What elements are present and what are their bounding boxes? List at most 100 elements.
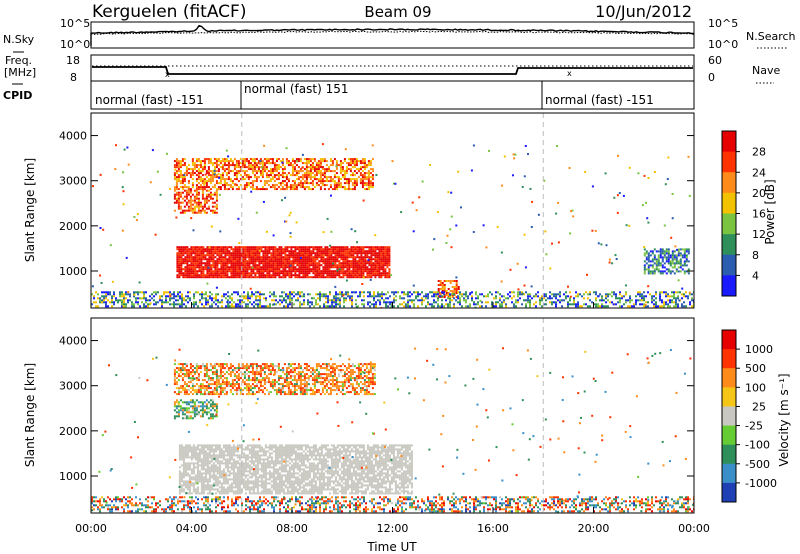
echo-cell	[386, 252, 389, 255]
echo-cell	[455, 286, 458, 288]
clutter-cell	[643, 295, 645, 298]
echo-cell	[334, 246, 337, 249]
echo-cell	[178, 248, 181, 251]
echo-cell	[369, 184, 372, 187]
echo-cell	[204, 446, 207, 449]
clutter-cell	[409, 291, 411, 294]
echo-cell	[238, 248, 241, 251]
echo-cell	[264, 270, 267, 273]
echo-cell	[270, 276, 273, 279]
echo-cell	[306, 246, 309, 249]
echo-cell	[647, 272, 650, 275]
echo-cell	[337, 182, 340, 185]
scatter-cell	[496, 225, 499, 228]
echo-cell	[266, 264, 269, 267]
echo-cell	[194, 262, 197, 265]
clutter-cell	[599, 305, 601, 308]
clutter-cell	[563, 299, 565, 302]
clutter-cell	[343, 301, 345, 304]
echo-cell	[374, 260, 377, 263]
echo-cell	[305, 166, 308, 169]
clutter-cell	[421, 291, 423, 294]
echo-cell	[216, 444, 219, 447]
clutter-cell	[517, 301, 519, 304]
echo-cell	[220, 250, 223, 253]
echo-cell	[272, 254, 275, 257]
echo-cell	[175, 178, 178, 181]
echo-cell	[188, 270, 191, 273]
echo-cell	[222, 274, 225, 277]
clutter-cell	[233, 305, 235, 308]
clutter-cell	[413, 303, 415, 306]
echo-cell	[645, 256, 648, 259]
echo-cell	[382, 274, 385, 277]
colorbar-swatch	[722, 131, 736, 153]
clutter-cell	[399, 295, 401, 298]
echo-cell	[212, 478, 215, 481]
echo-cell	[220, 474, 223, 477]
echo-cell	[350, 246, 353, 249]
echo-cell	[292, 254, 295, 257]
scatter-cell	[228, 305, 231, 308]
echo-cell	[190, 458, 193, 461]
clutter-cell	[449, 303, 451, 306]
echo-cell	[335, 188, 338, 191]
clutter-cell	[635, 301, 637, 304]
echo-cell	[661, 252, 664, 255]
echo-cell	[203, 180, 206, 183]
echo-cell	[191, 186, 194, 189]
scatter-cell	[594, 229, 597, 232]
echo-cell	[651, 264, 654, 267]
echo-cell	[685, 260, 688, 263]
echo-cell	[244, 256, 247, 259]
echo-cell	[188, 274, 191, 277]
echo-cell	[204, 256, 207, 259]
echo-cell	[643, 260, 646, 263]
clutter-cell	[499, 293, 501, 296]
echo-cell	[372, 248, 375, 251]
echo-cell	[202, 274, 205, 277]
echo-cell	[264, 258, 267, 261]
echo-cell	[188, 478, 191, 481]
echo-cell	[288, 252, 291, 255]
scatter-cell	[127, 163, 130, 166]
echo-cell	[318, 270, 321, 273]
echo-cell	[220, 276, 223, 279]
echo-cell	[184, 486, 187, 489]
echo-cell	[369, 162, 372, 165]
echo-cell	[366, 252, 369, 255]
echo-cell	[297, 170, 300, 173]
echo-cell	[258, 248, 261, 251]
clutter-cell	[677, 291, 679, 294]
echo-cell	[282, 256, 285, 259]
echo-cell	[361, 170, 364, 173]
scatter-cell	[527, 153, 529, 155]
echo-cell	[297, 178, 300, 181]
echo-cell	[274, 260, 277, 263]
clutter-cell	[441, 295, 443, 298]
echo-cell	[183, 176, 186, 179]
echo-cell	[274, 248, 277, 251]
clutter-cell	[511, 301, 513, 304]
echo-cell	[210, 258, 213, 261]
clutter-cell	[315, 299, 317, 302]
clutter-cell	[115, 299, 117, 302]
clutter-cell	[605, 297, 607, 300]
echo-cell	[250, 248, 253, 251]
echo-cell	[197, 182, 200, 185]
clutter-cell	[239, 301, 241, 304]
echo-cell	[364, 276, 367, 279]
scatter-cell	[218, 193, 221, 196]
echo-cell	[258, 258, 261, 261]
echo-cell	[220, 472, 223, 475]
echo-cell	[195, 201, 198, 204]
echo-cell	[300, 272, 303, 275]
echo-cell	[355, 168, 358, 171]
echo-cell	[310, 270, 313, 273]
scatter-cell	[259, 162, 262, 165]
echo-cell	[190, 472, 193, 475]
echo-cell	[208, 256, 211, 259]
echo-cell	[333, 186, 336, 189]
echo-cell	[221, 164, 224, 167]
echo-cell	[205, 199, 208, 202]
